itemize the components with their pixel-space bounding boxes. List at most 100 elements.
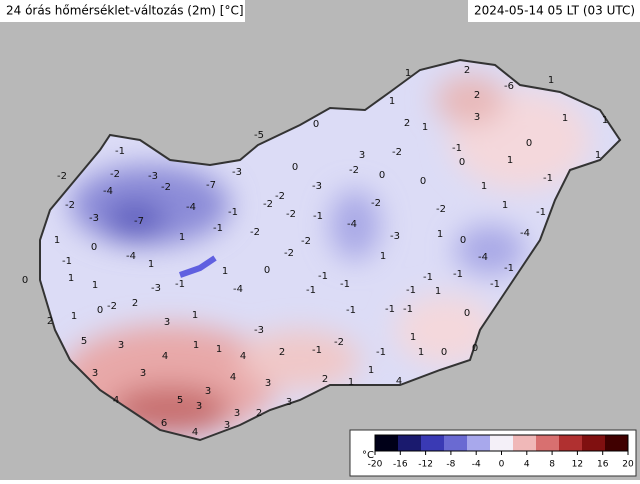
station-value: -1 (228, 207, 238, 218)
station-value: -2 (392, 147, 402, 158)
colorbar-cell (444, 435, 468, 451)
station-value: -2 (286, 209, 296, 220)
station-value: -1 (490, 279, 500, 290)
station-value: 1 (193, 340, 199, 351)
station-value: 2 (404, 118, 410, 129)
station-value: -2 (250, 227, 260, 238)
station-value: 0 (459, 157, 465, 168)
station-value: 1 (389, 96, 395, 107)
station-value: 1 (92, 280, 98, 291)
station-value: -4 (126, 251, 136, 262)
colorbar-cell (559, 435, 583, 451)
station-value: 2 (256, 408, 262, 419)
station-value: -2 (110, 169, 120, 180)
station-value: -1 (536, 207, 546, 218)
station-value: 1 (148, 259, 154, 270)
station-value: 1 (548, 75, 554, 86)
timestamp: 2024-05-14 05 LT (03 UTC) (474, 4, 635, 18)
colorbar-unit: °C (362, 450, 374, 461)
colorbar-tick-label: 12 (572, 460, 583, 470)
station-value: 2 (132, 298, 138, 309)
station-value: 0 (464, 308, 470, 319)
colorbar-tick-label: -4 (472, 460, 481, 470)
time-box (468, 0, 640, 22)
lake (179, 255, 217, 278)
title: 24 órás hőmérséklet-változás (2m) [°C] (6, 4, 244, 18)
colorbar-tick-label: 16 (597, 460, 609, 470)
station-value: -1 (406, 285, 416, 296)
station-value: -4 (347, 219, 357, 230)
station-value: 2 (474, 90, 480, 101)
station-value: -1 (423, 272, 433, 283)
station-value: 3 (474, 112, 480, 123)
station-value: -3 (312, 181, 322, 192)
station-value: 0 (441, 347, 447, 358)
station-value: -2 (107, 301, 117, 312)
station-value: 3 (164, 317, 170, 328)
station-value: -1 (213, 223, 223, 234)
station-value: -3 (232, 167, 242, 178)
station-value: 1 (216, 344, 222, 355)
station-value: 0 (460, 235, 466, 246)
station-value: 4 (192, 427, 198, 438)
station-value: -1 (346, 305, 356, 316)
station-value: -1 (543, 173, 553, 184)
station-value: 5 (81, 336, 87, 347)
station-value: 3 (140, 368, 146, 379)
colorbar-cell (467, 435, 491, 451)
station-value: 1 (179, 232, 185, 243)
station-value: -2 (436, 204, 446, 215)
station-value: 1 (71, 311, 77, 322)
station-value: 4 (162, 351, 168, 362)
station-value: -1 (340, 279, 350, 290)
station-value: 1 (380, 251, 386, 262)
station-value: 3 (196, 401, 202, 412)
station-value: -1 (115, 146, 125, 157)
station-value: 0 (97, 305, 103, 316)
station-value: 5 (177, 395, 183, 406)
station-value: 0 (420, 176, 426, 187)
station-value: 1 (435, 286, 441, 297)
station-value: -2 (371, 198, 381, 209)
station-value: 0 (91, 242, 97, 253)
station-value: 2 (47, 316, 53, 327)
station-value: -7 (206, 180, 216, 191)
station-value: 1 (405, 68, 411, 79)
station-value: 1 (68, 273, 74, 284)
station-value: -4 (233, 284, 243, 295)
station-value: -4 (103, 186, 113, 197)
colorbar-cell (398, 435, 422, 451)
station-value: 1 (54, 235, 60, 246)
station-value: 4 (230, 372, 236, 383)
station-value: -5 (254, 130, 264, 141)
station-value: -4 (186, 202, 196, 213)
station-value: 1 (192, 310, 198, 321)
station-value: -1 (175, 279, 185, 290)
station-value: 0 (22, 275, 28, 286)
station-value: -3 (390, 231, 400, 242)
station-value: 2 (279, 347, 285, 358)
station-value: -7 (134, 216, 144, 227)
colorbar-cell (513, 435, 537, 451)
station-value: 1 (507, 155, 513, 166)
colorbar-tick-label: 4 (524, 460, 530, 470)
station-value: -2 (57, 171, 67, 182)
station-value: 3 (359, 150, 365, 161)
title-box (0, 0, 245, 22)
station-value: -1 (306, 285, 316, 296)
station-value: 2 (322, 374, 328, 385)
colorbar-tick-label: 0 (499, 460, 505, 470)
station-value: 4 (396, 376, 402, 387)
station-value: -3 (148, 171, 158, 182)
station-value: 1 (410, 332, 416, 343)
station-value: -3 (254, 325, 264, 336)
colorbar-cell (375, 435, 399, 451)
station-value: -1 (318, 271, 328, 282)
station-value: 0 (379, 170, 385, 181)
station-value: 0 (292, 162, 298, 173)
station-value: 3 (92, 368, 98, 379)
border (39, 58, 622, 442)
station-value: 1 (481, 181, 487, 192)
station-value: -4 (520, 228, 530, 239)
